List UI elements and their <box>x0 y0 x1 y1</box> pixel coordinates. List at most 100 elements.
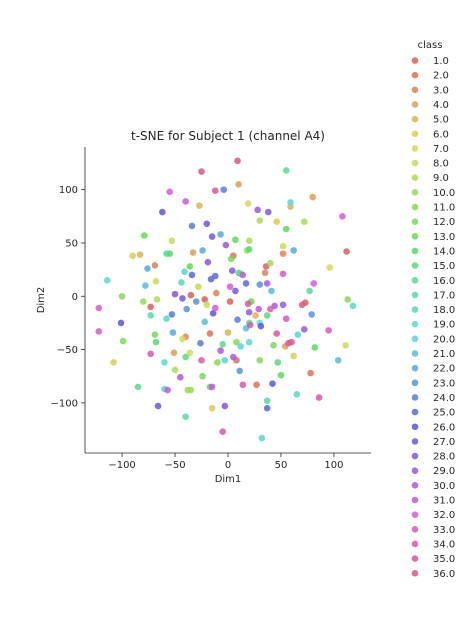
data-point-class-5.0 <box>136 251 144 258</box>
data-point-class-25.0 <box>207 275 215 283</box>
data-point-class-6.0 <box>290 352 297 360</box>
data-point-class-30.0 <box>263 280 271 287</box>
legend-marker <box>411 218 419 225</box>
legend-label: 2.0 <box>433 71 449 82</box>
legend-label: 30.0 <box>433 481 455 492</box>
legend-marker <box>411 511 419 518</box>
data-point-class-17.0 <box>182 413 189 421</box>
data-point-class-16.0 <box>306 287 313 295</box>
legend-label: 35.0 <box>433 554 455 565</box>
data-point-class-4.0 <box>309 193 317 201</box>
data-point-class-25.0 <box>263 404 271 412</box>
data-point-class-31.0 <box>239 271 247 279</box>
legend-marker <box>411 233 419 240</box>
legend-marker <box>411 540 419 548</box>
data-point-class-28.0 <box>171 290 179 298</box>
legend-label: 22.0 <box>433 364 455 375</box>
data-point-class-19.0 <box>245 338 253 346</box>
data-point-class-9.0 <box>153 296 161 303</box>
data-point-class-13.0 <box>282 225 290 233</box>
x-tick-label: 0 <box>225 460 231 471</box>
data-point-class-7.0 <box>326 264 333 271</box>
data-point-class-16.0 <box>219 340 227 348</box>
legend-label: 28.0 <box>433 452 455 463</box>
data-point-class-34.0 <box>239 381 247 389</box>
data-point-class-23.0 <box>256 281 264 288</box>
data-point-class-8.0 <box>279 242 287 250</box>
data-point-class-18.0 <box>293 391 301 398</box>
data-point-class-23.0 <box>183 305 190 313</box>
x-tick-label: 50 <box>275 460 288 471</box>
data-point-class-11.0 <box>118 292 126 300</box>
data-point-class-35.0 <box>211 187 219 195</box>
data-point-class-10.0 <box>267 259 274 267</box>
legend-label: 19.0 <box>433 320 455 331</box>
data-point-class-26.0 <box>117 319 125 327</box>
legend-label: 13.0 <box>433 232 455 243</box>
legend-marker <box>411 555 419 562</box>
data-point-class-29.0 <box>300 326 308 333</box>
data-point-class-10.0 <box>139 298 147 305</box>
y-tick-label: −50 <box>57 345 78 356</box>
data-point-class-31.0 <box>164 386 171 394</box>
data-point-class-28.0 <box>264 208 272 216</box>
legend-marker <box>411 408 419 416</box>
data-point-class-16.0 <box>134 383 142 391</box>
data-point-class-5.0 <box>252 312 259 319</box>
data-point-class-14.0 <box>277 371 285 379</box>
legend-marker <box>411 247 419 255</box>
data-point-class-18.0 <box>349 302 357 310</box>
data-point-class-7.0 <box>244 200 252 207</box>
data-point-class-29.0 <box>222 241 230 249</box>
data-point-class-6.0 <box>110 359 117 366</box>
data-point-class-33.0 <box>95 304 103 312</box>
x-tick-label: −50 <box>164 460 185 471</box>
legend-marker <box>411 379 419 387</box>
data-point-class-8.0 <box>152 278 160 285</box>
data-point-class-28.0 <box>221 402 229 410</box>
data-point-class-29.0 <box>245 308 253 316</box>
data-point-class-32.0 <box>226 283 234 290</box>
legend-label: 5.0 <box>433 115 449 126</box>
data-point-class-1.0 <box>187 291 195 299</box>
data-point-class-16.0 <box>163 250 170 257</box>
legend-marker <box>411 496 419 504</box>
data-point-class-8.0 <box>203 301 211 309</box>
data-point-class-9.0 <box>245 237 253 245</box>
data-point-class-1.0 <box>147 303 154 311</box>
data-point-class-8.0 <box>168 237 176 245</box>
data-point-class-34.0 <box>198 356 205 364</box>
data-point-class-30.0 <box>229 353 237 361</box>
data-point-class-25.0 <box>188 271 196 279</box>
legend-marker <box>411 276 419 284</box>
data-point-class-34.0 <box>282 315 290 322</box>
data-point-class-32.0 <box>211 304 219 312</box>
legend-marker <box>411 115 419 123</box>
data-point-class-26.0 <box>269 380 276 387</box>
data-point-class-20.0 <box>294 331 302 338</box>
data-point-class-24.0 <box>168 311 176 318</box>
legend-label: 4.0 <box>433 100 449 111</box>
data-point-class-21.0 <box>334 356 342 364</box>
legend-label: 14.0 <box>433 246 455 257</box>
data-point-class-20.0 <box>237 343 245 350</box>
legend-marker <box>411 350 419 357</box>
legend-marker <box>411 452 419 460</box>
data-point-class-24.0 <box>197 339 204 347</box>
data-point-class-31.0 <box>182 198 189 205</box>
legend-marker <box>411 394 419 401</box>
legend-label: 16.0 <box>433 276 455 287</box>
legend-marker <box>411 320 419 328</box>
legend-marker <box>411 335 419 343</box>
legend-label: 29.0 <box>433 466 455 477</box>
data-point-class-11.0 <box>256 356 264 364</box>
legend-label: 11.0 <box>433 203 455 214</box>
data-point-class-36.0 <box>198 168 205 175</box>
legend-label: 8.0 <box>433 159 449 170</box>
legend-label: 18.0 <box>433 305 455 316</box>
data-point-class-35.0 <box>315 394 323 401</box>
legend-marker <box>411 159 419 167</box>
data-point-class-7.0 <box>342 342 349 349</box>
data-point-class-32.0 <box>310 280 318 287</box>
